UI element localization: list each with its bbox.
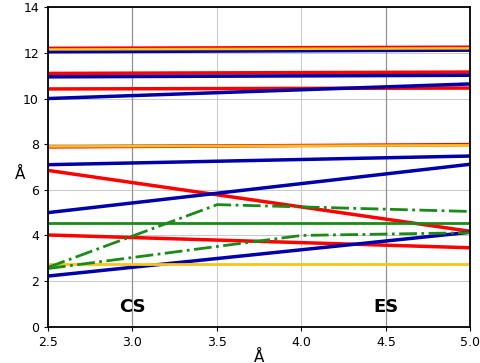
Y-axis label: Å: Å bbox=[15, 167, 25, 182]
Text: CS: CS bbox=[119, 298, 146, 317]
X-axis label: Å: Å bbox=[254, 350, 264, 363]
Text: ES: ES bbox=[373, 298, 398, 317]
